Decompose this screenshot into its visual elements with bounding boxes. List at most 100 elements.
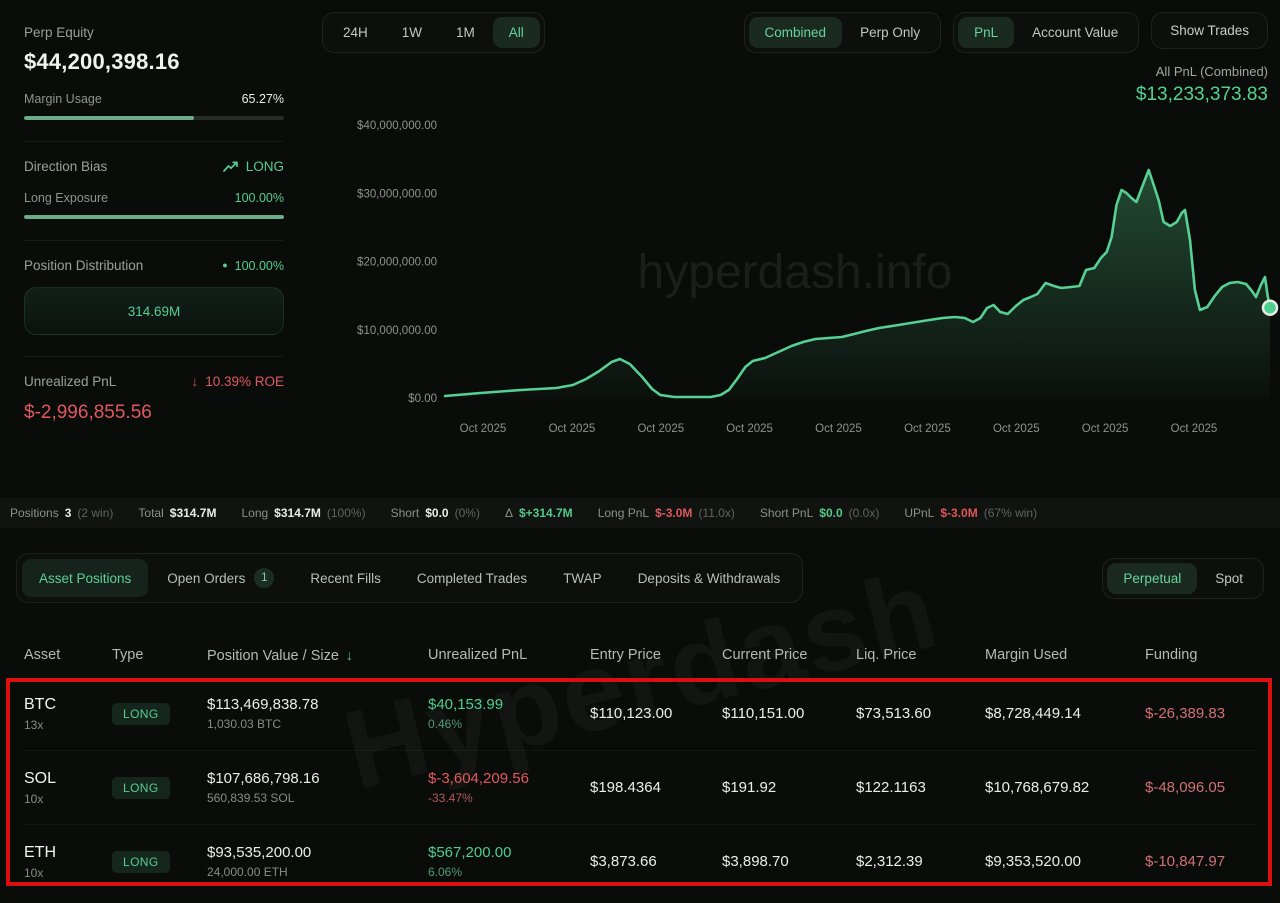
x-axis-tick: Oct 2025 xyxy=(549,423,596,435)
perp-equity-label: Perp Equity xyxy=(24,25,94,40)
market-perpetual[interactable]: Perpetual xyxy=(1107,562,1198,594)
green-dot-icon: ● xyxy=(222,260,228,270)
unrealized-pnl-cell: $-3,604,209.56 -33.47% xyxy=(428,770,529,805)
position-distribution-section: Position Distribution ● 100.00% 314.69M xyxy=(24,241,284,357)
asset-cell: SOL 10x xyxy=(24,769,57,806)
open-orders-count-badge: 1 xyxy=(254,568,275,588)
liq-price-cell: $2,312.39 xyxy=(856,853,923,870)
time-range-1w[interactable]: 1W xyxy=(386,17,438,48)
tab-twap[interactable]: TWAP xyxy=(546,559,619,597)
asset-cell: ETH 10x xyxy=(24,843,56,880)
column-header-current-price[interactable]: Current Price xyxy=(722,647,808,663)
pnl-line xyxy=(443,168,1272,399)
funding-cell: $-48,096.05 xyxy=(1145,779,1226,796)
position-row-btc[interactable]: BTC 13x LONG $113,469,838.78 1,030.03 BTC $40… xyxy=(24,677,1256,750)
column-header-unrealized-pnl[interactable]: Unrealized PnL xyxy=(428,647,528,663)
margin-usage-bar-fill xyxy=(24,116,194,120)
position-distribution-segment[interactable]: 314.69M xyxy=(24,287,284,335)
x-axis-tick: Oct 2025 xyxy=(904,423,951,435)
chart-watermark: hyperdash.info xyxy=(638,246,953,299)
margin-used-cell: $9,353,520.00 xyxy=(985,853,1081,870)
position-distribution-label: Position Distribution xyxy=(24,258,144,273)
arrow-down-icon: ↓ xyxy=(191,374,199,389)
position-row-eth[interactable]: ETH 10x LONG $93,535,200.00 24,000.00 ETH $56… xyxy=(24,824,1256,898)
pnl-area-chart[interactable]: hyperdash.info $0.00 $10,000,000.00 $20,000… xyxy=(308,110,1280,440)
column-header-liq-price[interactable]: Liq. Price xyxy=(856,647,917,663)
unrealized-pnl-roe: 10.39% ROE xyxy=(205,374,284,389)
time-range-toggle: 24H 1W 1M All xyxy=(322,12,545,53)
top-section: Perp Equity $44,200,398.16 Margin Usage … xyxy=(0,0,1280,498)
column-header-funding[interactable]: Funding xyxy=(1145,647,1198,663)
tab-recent-fills[interactable]: Recent Fills xyxy=(293,559,398,597)
unrealized-pnl-cell: $567,200.00 6.06% xyxy=(428,844,512,879)
position-distribution-total: 314.69M xyxy=(127,303,181,319)
metric-pnl[interactable]: PnL xyxy=(958,17,1015,48)
position-row-sol[interactable]: SOL 10x LONG $107,686,798.16 560,839.53 SOL $… xyxy=(24,750,1256,824)
direction-bias-value: LONG xyxy=(245,159,284,174)
column-header-position-value-size[interactable]: Position Value / Size ↓ xyxy=(207,646,353,664)
position-distribution-value: 100.00% xyxy=(234,258,284,273)
unrealized-pnl-roe-wrap: ↓ 10.39% ROE xyxy=(191,374,284,389)
column-header-entry-price[interactable]: Entry Price xyxy=(590,647,661,663)
chart-right-controls: Combined Perp Only PnL Account Value Show … xyxy=(743,12,1268,53)
status-item-short: Short $0.0 (0%) xyxy=(390,506,480,520)
margin-usage-value: 65.27% xyxy=(241,92,284,106)
perp-equity-value: $44,200,398.16 xyxy=(24,49,180,74)
x-axis-tick: Oct 2025 xyxy=(1171,423,1218,435)
combined-perp-toggle: Combined Perp Only xyxy=(743,12,942,53)
positions-table-header: Asset Type Position Value / Size ↓ Unrealize… xyxy=(24,633,1256,677)
unrealized-pnl-section: Unrealized PnL ↓ 10.39% ROE $-2,996,855.… xyxy=(24,357,284,445)
status-item-long-pnl: Long PnL $-3.0M (11.0x) xyxy=(597,506,735,520)
long-exposure-bar xyxy=(24,215,284,219)
unrealized-pnl-label: Unrealized PnL xyxy=(24,374,117,389)
show-trades-button[interactable]: Show Trades xyxy=(1151,12,1268,49)
positions-summary-bar: Positions 3 (2 win) Total $314.7M Long $314.7M… xyxy=(0,498,1280,528)
tab-asset-positions[interactable]: Asset Positions xyxy=(22,559,149,597)
funding-cell: $-26,389.83 xyxy=(1145,705,1226,722)
tab-completed-trades[interactable]: Completed Trades xyxy=(400,559,544,597)
column-header-type[interactable]: Type xyxy=(112,647,144,663)
position-value-cell: $113,469,838.78 1,030.03 BTC xyxy=(207,696,319,731)
pnl-chart-area: 24H 1W 1M All Combined Perp Only PnL Account … xyxy=(308,0,1280,498)
unrealized-pnl-cell: $40,153.99 0.46% xyxy=(428,696,504,731)
mode-perp-only[interactable]: Perp Only xyxy=(844,17,936,48)
mode-combined[interactable]: Combined xyxy=(748,17,843,48)
x-axis-tick: Oct 2025 xyxy=(637,423,684,435)
status-item--: Δ $+314.7M xyxy=(504,506,573,520)
y-axis-tick: $20,000,000.00 xyxy=(357,257,437,269)
position-value-cell: $107,686,798.16 560,839.53 SOL xyxy=(207,770,320,805)
market-spot[interactable]: Spot xyxy=(1199,563,1259,594)
tab-open-orders[interactable]: Open Orders 1 xyxy=(150,559,291,597)
type-badge: LONG xyxy=(112,850,207,873)
all-pnl-value: $13,233,373.83 xyxy=(1135,84,1268,105)
current-price-cell: $110,151.00 xyxy=(722,705,805,722)
entry-price-cell: $198.4364 xyxy=(590,779,661,796)
perp-equity-section: Perp Equity $44,200,398.16 Margin Usage … xyxy=(24,8,284,142)
liq-price-cell: $73,513.60 xyxy=(856,705,932,722)
column-header-asset[interactable]: Asset xyxy=(24,647,61,663)
funding-cell: $-10,847.97 xyxy=(1145,853,1226,870)
status-item-short-pnl: Short PnL $0.0 (0.0x) xyxy=(759,506,880,520)
tab-deposits-withdrawals[interactable]: Deposits & Withdrawals xyxy=(621,559,798,597)
long-exposure-value: 100.00% xyxy=(234,191,284,205)
type-badge: LONG xyxy=(112,702,207,725)
sort-desc-icon: ↓ xyxy=(345,646,353,663)
x-axis-tick: Oct 2025 xyxy=(726,423,773,435)
unrealized-pnl-row: Unrealized PnL ↓ 10.39% ROE xyxy=(24,374,284,389)
x-axis-tick: Oct 2025 xyxy=(993,423,1040,435)
chart-controls: 24H 1W 1M All Combined Perp Only PnL Account … xyxy=(308,0,1280,53)
column-header-margin-used[interactable]: Margin Used xyxy=(985,647,1068,663)
time-range-24h[interactable]: 24H xyxy=(327,17,384,48)
entry-price-cell: $110,123.00 xyxy=(590,705,673,722)
margin-used-cell: $10,768,679.82 xyxy=(985,779,1090,796)
time-range-all[interactable]: All xyxy=(492,17,540,48)
metric-account-value[interactable]: Account Value xyxy=(1016,17,1134,48)
positions-table-body: BTC 13x LONG $113,469,838.78 1,030.03 BTC $40… xyxy=(24,677,1256,898)
time-range-1m[interactable]: 1M xyxy=(440,17,491,48)
pnl-account-toggle: PnL Account Value xyxy=(953,12,1140,53)
account-summary-sidebar: Perp Equity $44,200,398.16 Margin Usage … xyxy=(0,0,308,498)
long-exposure-bar-fill xyxy=(24,215,284,219)
long-exposure-row: Long Exposure 100.00% xyxy=(24,191,284,205)
y-axis-tick: $0.00 xyxy=(408,393,437,405)
